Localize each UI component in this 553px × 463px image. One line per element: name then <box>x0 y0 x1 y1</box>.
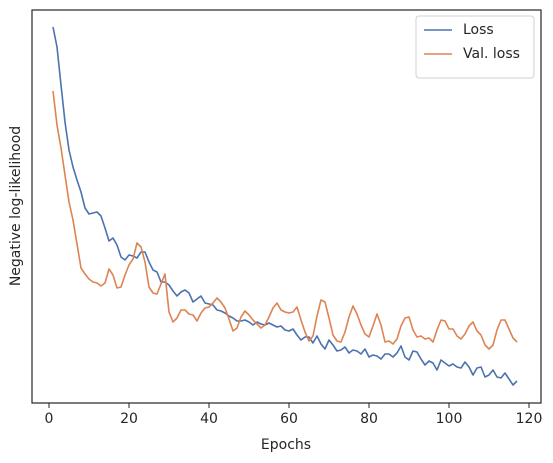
legend-box <box>415 15 535 79</box>
line <box>52 90 518 350</box>
x-axis-label: Epochs <box>261 437 311 453</box>
legend-label: Val. loss <box>463 46 520 62</box>
plot-frame <box>31 9 542 404</box>
x-tick-label: 40 <box>200 411 218 427</box>
x-tick-label: 100 <box>436 411 463 427</box>
legend-label: Loss <box>463 22 494 38</box>
y-axis-label: Negative log-likelihood <box>8 126 24 286</box>
x-tick-label: 60 <box>280 411 298 427</box>
x-tick-label: 20 <box>120 411 138 427</box>
x-tick-label: 80 <box>360 411 378 427</box>
x-tick-label: 0 <box>45 411 54 427</box>
line <box>52 26 518 386</box>
x-tick-label: 120 <box>516 411 543 427</box>
